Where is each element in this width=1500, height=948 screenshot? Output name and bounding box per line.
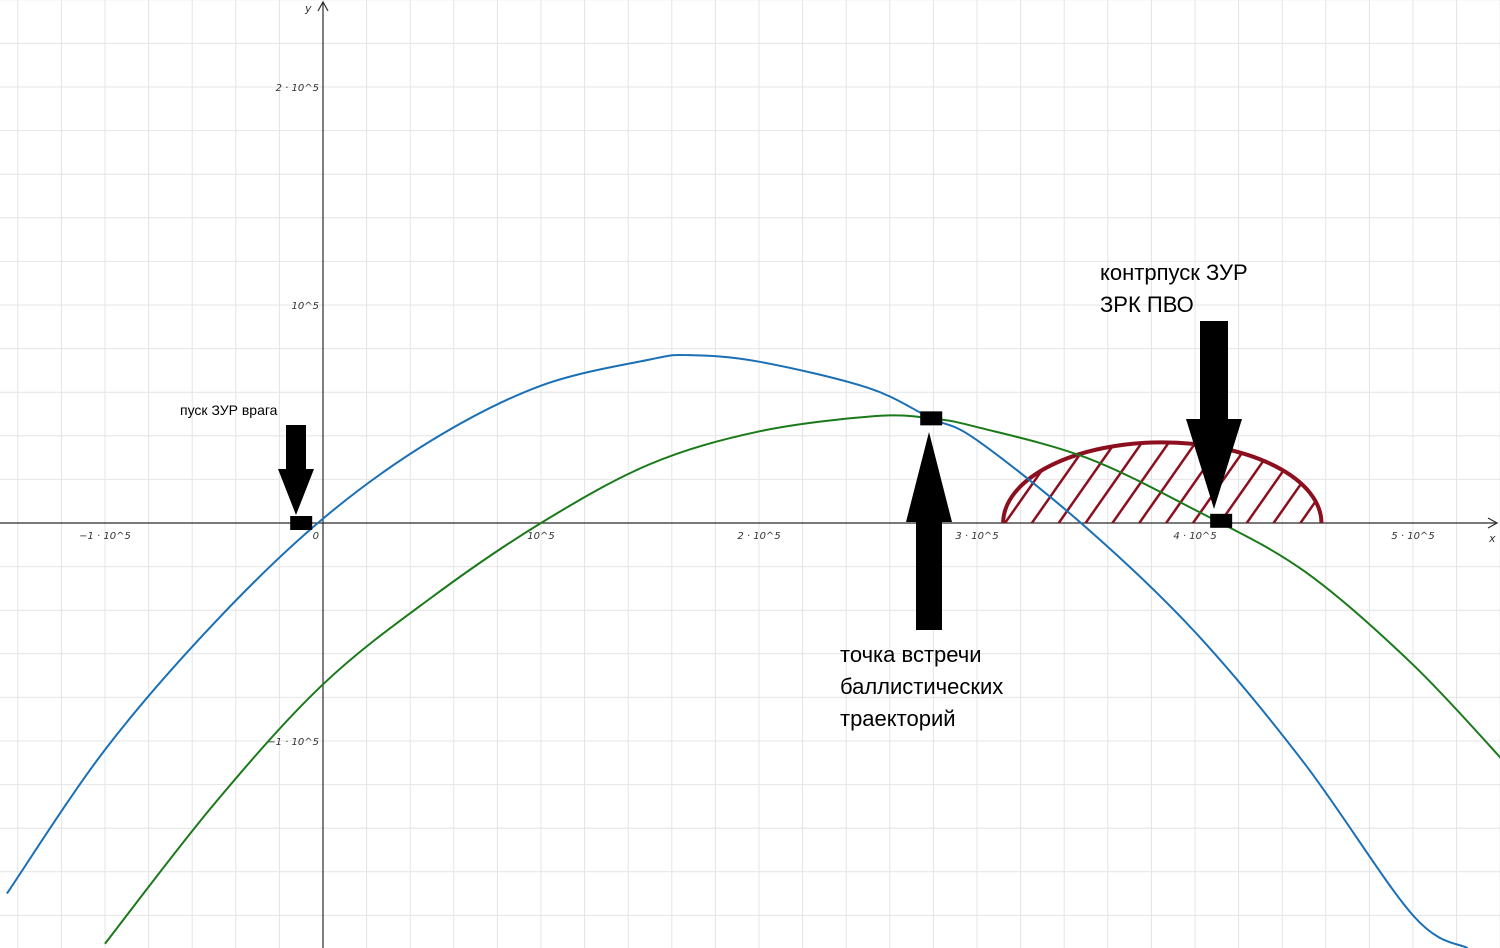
zone-layer bbox=[1001, 440, 1324, 523]
series-line-green bbox=[104, 414, 1500, 945]
markers bbox=[290, 411, 1233, 530]
meeting-point-marker bbox=[920, 411, 943, 426]
x-tick-label: 10^5 bbox=[527, 531, 554, 542]
x-tick-label: 0 bbox=[313, 531, 319, 542]
counter-launch-marker bbox=[1210, 513, 1233, 528]
x-tick-label: 3 · 10^5 bbox=[955, 531, 998, 542]
y-axis-arrowhead bbox=[317, 0, 329, 12]
arrows bbox=[278, 321, 1242, 630]
series-layer bbox=[6, 353, 1500, 948]
y-tick-label: 2 · 10^5 bbox=[276, 83, 319, 94]
x-tick-label: −1 · 10^5 bbox=[79, 531, 131, 542]
annotation-counter-launch-line2: ЗРК ПВО bbox=[1100, 292, 1194, 317]
tick-labels: −1 · 10^5 0 10^5 2 · 10^5 3 · 10^5 4 · 10^5 5 … bbox=[79, 83, 1435, 748]
annotation-meeting-line3: траекторий bbox=[840, 706, 956, 731]
annotation-meeting-line1: точка встречи bbox=[840, 642, 982, 667]
y-tick-label: 10^5 bbox=[292, 301, 319, 312]
x-tick-label: 5 · 10^5 bbox=[1391, 531, 1434, 542]
enemy-launch-arrow bbox=[278, 425, 314, 515]
y-axis-label: y bbox=[304, 2, 312, 15]
annotation-counter-launch-line1: контрпуск ЗУР bbox=[1100, 260, 1248, 285]
x-axis-label: x bbox=[1488, 532, 1496, 545]
pvo-zone-ellipse bbox=[1001, 440, 1324, 523]
annotation-enemy-launch: пуск ЗУР врага bbox=[180, 402, 278, 418]
enemy-launch-marker bbox=[290, 516, 313, 530]
counter-launch-arrow bbox=[1186, 321, 1242, 509]
x-tick-label: 4 · 10^5 bbox=[1173, 531, 1216, 542]
annotations: пуск ЗУР врага контрпуск ЗУР ЗРК ПВО точ… bbox=[180, 2, 1496, 731]
series-line-blue bbox=[6, 353, 1469, 948]
x-tick-label: 2 · 10^5 bbox=[737, 531, 780, 542]
pvo-zone bbox=[1001, 440, 1324, 523]
x-axis-arrowhead bbox=[1487, 517, 1499, 529]
y-tick-label: −1 · 10^5 bbox=[267, 737, 319, 748]
meeting-point-arrow bbox=[906, 432, 952, 630]
annotation-meeting-line2: баллистических bbox=[840, 674, 1003, 699]
